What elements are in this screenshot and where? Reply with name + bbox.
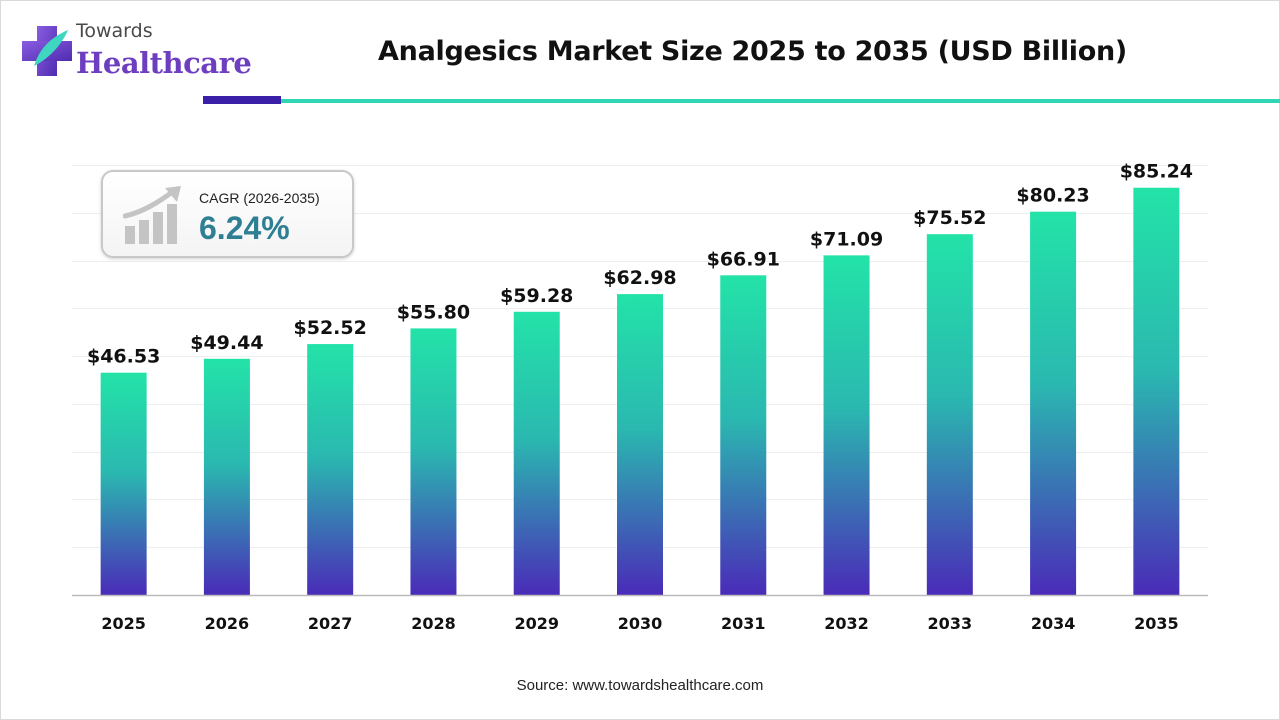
x-tick-2026: 2026 [205, 614, 250, 633]
growth-chart-icon [123, 186, 181, 244]
value-label-2029: $59.28 [500, 285, 573, 307]
source-note: Source: www.towardshealthcare.com [516, 677, 764, 694]
x-tick-2030: 2030 [618, 614, 663, 633]
value-label-2026: $49.44 [190, 332, 263, 354]
cagr-callout: CAGR (2026-2035) 6.24% [101, 170, 354, 258]
value-label-2027: $52.52 [294, 317, 367, 339]
bar-2031 [720, 275, 767, 595]
x-tick-2025: 2025 [101, 614, 146, 633]
logo-text-towards: Towards [76, 20, 153, 42]
value-label-2030: $62.98 [603, 267, 676, 289]
bar-2028 [410, 328, 457, 595]
bar-2033 [926, 234, 973, 595]
bar-2029 [513, 311, 560, 595]
bars [100, 187, 1180, 595]
bar-2034 [1030, 211, 1077, 595]
bar-value-labels: $46.53 $49.44 $52.52 $55.80 $59.28 $62.98 $66.… [87, 161, 1193, 368]
bar-2026 [203, 358, 250, 595]
cagr-value: 6.24% [199, 210, 290, 246]
medical-cross-icon [22, 26, 72, 76]
value-label-2035: $85.24 [1120, 161, 1193, 183]
x-tick-2035: 2035 [1134, 614, 1179, 633]
brand-logo: Towards Healthcare [20, 20, 260, 86]
x-tick-2029: 2029 [514, 614, 559, 633]
page-title: Analgesics Market Size 2025 to 2035 (USD… [378, 36, 1127, 67]
value-label-2031: $66.91 [707, 248, 780, 270]
bar-2035 [1133, 187, 1180, 595]
bar-2025 [100, 372, 147, 595]
x-tick-2028: 2028 [411, 614, 456, 633]
cagr-label: CAGR (2026-2035) [199, 190, 320, 206]
logo-text-healthcare: Healthcare [76, 46, 252, 80]
value-label-2028: $55.80 [397, 301, 470, 323]
title-divider-line [281, 99, 1280, 103]
value-label-2025: $46.53 [87, 346, 160, 368]
bar-2032 [823, 255, 870, 595]
value-label-2032: $71.09 [810, 228, 883, 250]
x-tick-2032: 2032 [824, 614, 869, 633]
bar-2027 [307, 344, 354, 595]
x-tick-2033: 2033 [928, 614, 973, 633]
title-accent-bar [203, 96, 281, 104]
x-tick-2027: 2027 [308, 614, 353, 633]
x-tick-labels: 2025 2026 2027 2028 2029 2030 2031 2032 2033 2034… [101, 614, 1178, 633]
bar-2030 [617, 294, 663, 595]
x-tick-2031: 2031 [721, 614, 766, 633]
value-label-2034: $80.23 [1016, 185, 1089, 207]
value-label-2033: $75.52 [913, 207, 986, 229]
x-tick-2034: 2034 [1031, 614, 1076, 633]
